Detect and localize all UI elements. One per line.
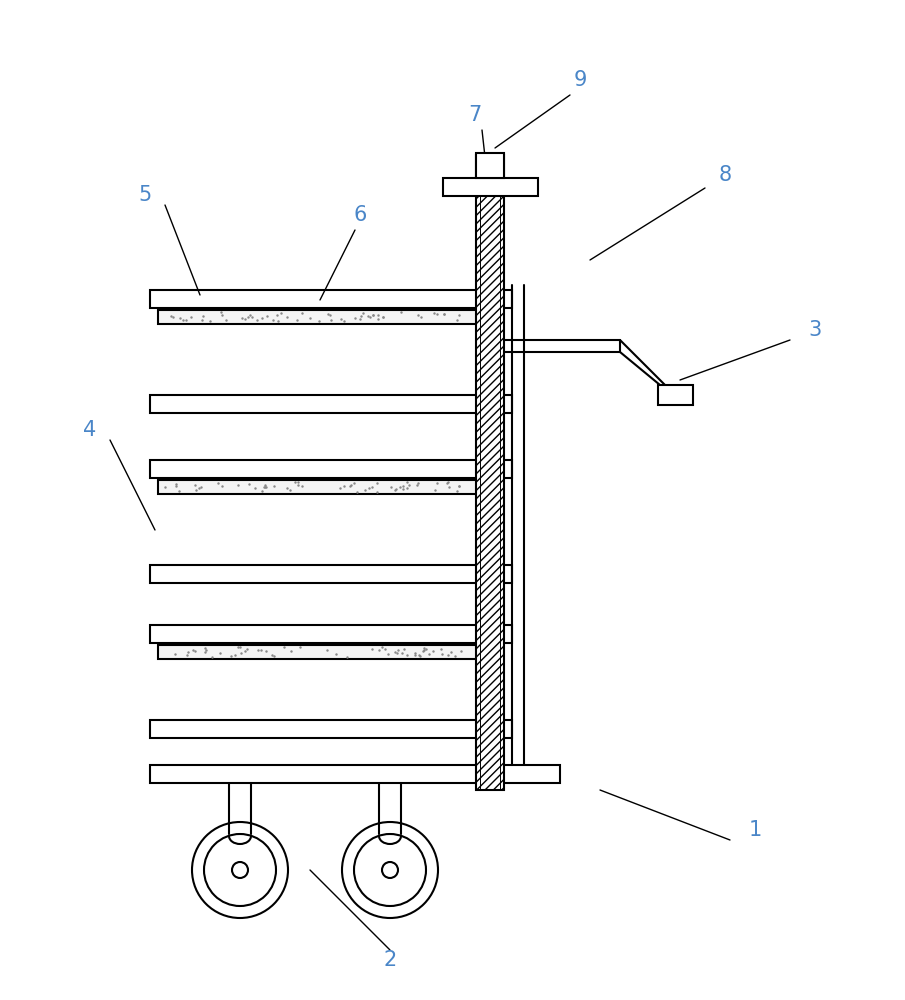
Text: 1: 1 bbox=[748, 820, 762, 840]
Text: 8: 8 bbox=[719, 165, 731, 185]
Bar bbox=[480, 155, 500, 790]
Bar bbox=[476, 155, 504, 790]
Bar bbox=[150, 395, 512, 413]
Bar bbox=[158, 310, 480, 324]
Text: 4: 4 bbox=[83, 420, 97, 440]
Text: 7: 7 bbox=[469, 105, 481, 125]
Text: 2: 2 bbox=[384, 950, 396, 970]
Bar bbox=[476, 153, 504, 178]
Text: 9: 9 bbox=[573, 70, 586, 90]
Bar bbox=[150, 565, 512, 583]
Bar bbox=[150, 290, 512, 308]
Bar bbox=[443, 178, 538, 196]
Bar bbox=[150, 720, 512, 738]
Bar bbox=[150, 765, 560, 783]
Bar bbox=[150, 460, 512, 478]
Text: 3: 3 bbox=[808, 320, 822, 340]
Bar bbox=[158, 645, 480, 659]
Bar bbox=[158, 480, 480, 494]
Bar bbox=[658, 385, 693, 405]
Text: 6: 6 bbox=[353, 205, 367, 225]
Bar bbox=[150, 625, 512, 643]
Text: 5: 5 bbox=[138, 185, 152, 205]
